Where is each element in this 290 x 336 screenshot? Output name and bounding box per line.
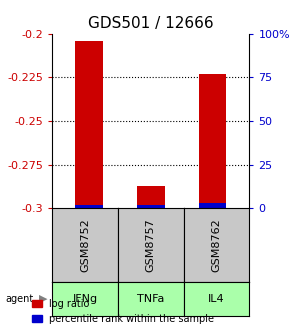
Bar [199,203,226,208]
Legend: log ratio, percentile rank within the sample: log ratio, percentile rank within the sa… [28,295,218,328]
Text: IL4: IL4 [208,294,225,304]
Bar [137,205,165,208]
Bar [137,185,165,208]
Text: ▶: ▶ [39,294,48,304]
Text: GSM8757: GSM8757 [146,218,156,272]
Text: GSM8762: GSM8762 [211,218,222,272]
Text: TNFa: TNFa [137,294,164,304]
Bar [75,41,103,208]
Text: IFNg: IFNg [72,294,98,304]
Text: agent: agent [6,294,34,304]
Bar [199,74,226,208]
Title: GDS501 / 12666: GDS501 / 12666 [88,16,214,31]
Text: GSM8752: GSM8752 [80,218,90,272]
Bar [75,205,103,208]
